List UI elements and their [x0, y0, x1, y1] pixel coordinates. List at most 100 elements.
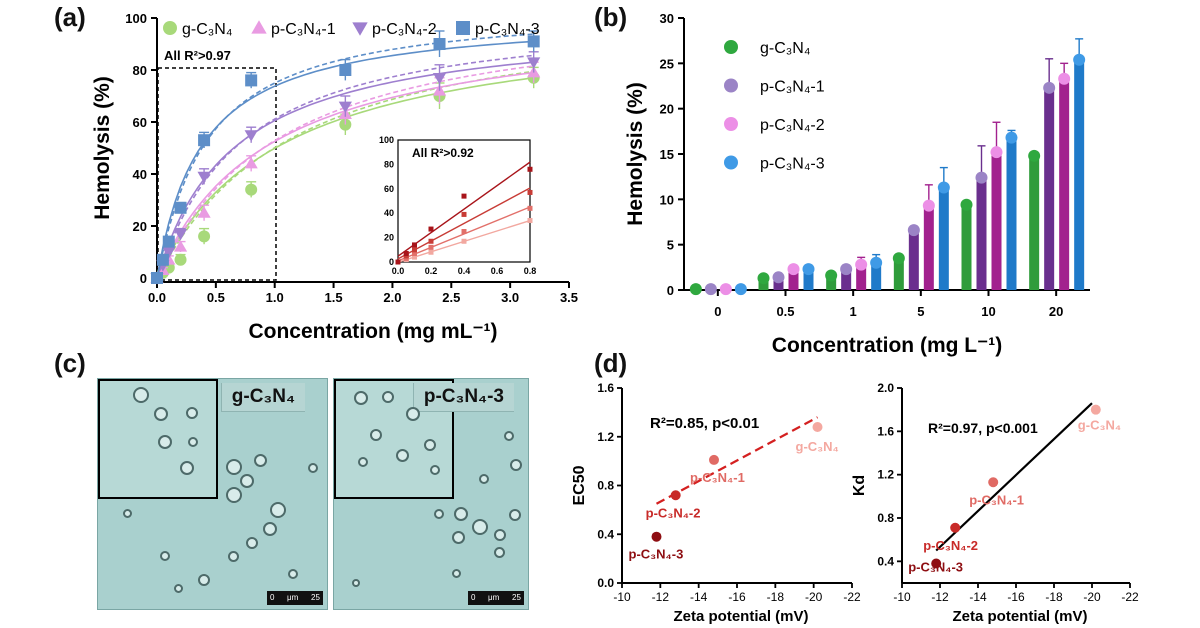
d2-y-tick-label: 1.6 [877, 424, 894, 438]
blood-cell [479, 474, 489, 484]
a-data-point [245, 74, 258, 87]
d2-x-tick-label: -22 [1121, 590, 1139, 604]
a-data-point [198, 134, 211, 147]
a-legend-label: p-C₃N₄-2 [372, 21, 437, 38]
b-bar-marker [960, 198, 973, 211]
b-legend-marker [724, 155, 738, 170]
blood-cell [424, 439, 436, 451]
b-bar [871, 262, 882, 290]
d1-y-tick-label: 0.4 [597, 527, 614, 541]
a-inset-y-tick-label: 60 [384, 184, 394, 194]
b-legend-label: p-C₃N₄-1 [760, 79, 825, 96]
b-bar [961, 204, 972, 290]
b-bar-marker [892, 252, 905, 265]
scale-start: 0 [471, 593, 476, 602]
blood-cell [174, 584, 183, 593]
blood-cell [308, 463, 318, 473]
a-data-point [432, 73, 447, 85]
blood-cell [154, 407, 168, 421]
blood-cell [510, 459, 522, 471]
d1-x-tick-label: -22 [843, 590, 861, 604]
blood-cell [160, 551, 170, 561]
a-inset-point [527, 166, 533, 172]
b-bar [803, 269, 814, 290]
a-inset-point [527, 205, 533, 211]
d1-data-point [651, 531, 662, 542]
d1-y-axis-title: EC50 [571, 465, 588, 505]
d2-annotation: R²=0.97, p<0.001 [928, 420, 1038, 436]
a-inset-point [428, 249, 434, 255]
a-inset-point [461, 211, 467, 217]
d1-x-tick-label: -18 [767, 590, 785, 604]
a-data-point [151, 272, 163, 284]
scale-unit: μm [488, 593, 500, 602]
micrograph-label: p-C₃N₄-3 [412, 383, 514, 412]
a-data-point [162, 235, 175, 248]
b-bar [908, 230, 919, 290]
a-data-point [339, 118, 352, 131]
d1-x-tick-label: -20 [805, 590, 823, 604]
b-x-tick-label: 20 [1049, 304, 1063, 319]
b-bar-marker [787, 263, 800, 276]
a-data-point [338, 101, 352, 113]
blood-cell [288, 569, 298, 579]
a-legend-marker [456, 21, 470, 35]
a-data-point [339, 64, 352, 76]
a-inset-y-tick-label: 80 [384, 159, 394, 169]
a-inset-point [412, 254, 417, 260]
a-x-tick-label: 0.5 [207, 290, 225, 305]
panel-d-label: (d) [594, 348, 628, 378]
b-x-tick-label: 1 [850, 304, 857, 319]
d1-x-tick-label: -16 [728, 590, 746, 604]
d1-point-label: p-C₃N₄-1 [690, 470, 745, 485]
d2-data-point [988, 477, 999, 488]
blood-cell [186, 407, 198, 419]
b-bar [841, 269, 852, 290]
a-data-point [244, 130, 258, 142]
a-x-axis-title: Concentration (mg mL⁻¹) [248, 320, 497, 343]
b-y-tick-label: 0 [667, 283, 674, 298]
a-legend-marker [352, 22, 368, 36]
a-inset-point [461, 229, 467, 234]
a-inset-point [412, 242, 417, 248]
b-bar [893, 258, 904, 290]
blood-cell [198, 574, 210, 586]
a-zoom-box [157, 67, 277, 281]
a-data-point [433, 38, 446, 50]
a-y-tick-label: 80 [133, 63, 147, 78]
b-y-tick-label: 20 [660, 102, 674, 117]
d2-y-tick-label: 1.2 [877, 468, 894, 482]
a-inset-x-tick-label: 0.8 [524, 266, 537, 276]
d1-x-axis-title: Zeta potential (mV) [673, 608, 808, 625]
d1-data-point [670, 490, 681, 501]
a-inset-fit-line [397, 187, 531, 260]
a-inset-point [395, 259, 401, 265]
b-legend-marker [724, 117, 738, 131]
d1-y-tick-label: 0.8 [597, 479, 614, 493]
blood-cell [226, 487, 242, 503]
b-y-tick-label: 10 [660, 192, 674, 207]
d2-x-axis-title: Zeta potential (mV) [952, 608, 1087, 625]
d1-annotation: R²=0.85, p<0.01 [650, 415, 759, 432]
a-fit-curve [156, 61, 534, 279]
a-y-axis-title: Hemolysis (%) [91, 76, 114, 220]
a-legend-label: p-C₃N₄-3 [475, 21, 540, 38]
a-y-tick-label: 20 [133, 219, 147, 234]
scale-end: 25 [311, 593, 320, 602]
a-inset-point [527, 189, 533, 195]
a-x-tick-label: 1.0 [266, 290, 284, 305]
a-fit-curve-dashed [156, 54, 534, 279]
b-bar [991, 152, 1002, 290]
b-bar-marker [1073, 53, 1086, 66]
scale-bar: 0 μm 25 [267, 591, 323, 605]
b-bar-marker [802, 263, 815, 276]
blood-cell [452, 569, 461, 578]
scale-bar: 0 μm 25 [468, 591, 524, 605]
b-bar-marker [922, 199, 935, 212]
a-legend-label: p-C₃N₄-1 [271, 21, 336, 38]
d2-y-tick-label: 0.4 [877, 554, 894, 568]
a-x-tick-label: 0.0 [148, 290, 166, 305]
blood-cell [352, 579, 360, 587]
d2-point-label: g-C₃N₄ [1078, 418, 1121, 433]
